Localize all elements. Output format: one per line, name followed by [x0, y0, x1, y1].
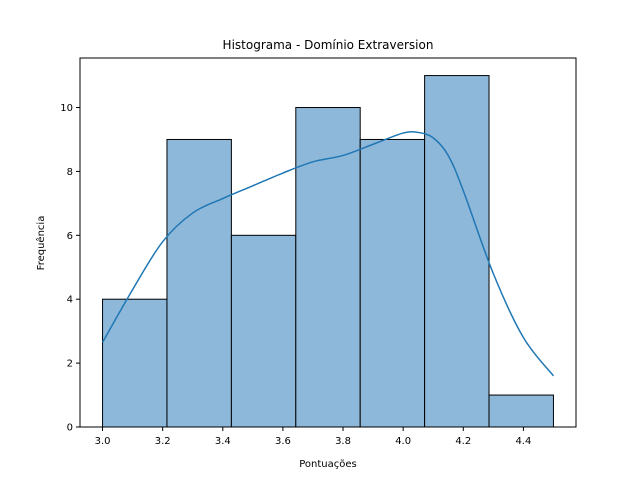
x-tick-label: 3.6: [275, 436, 291, 447]
histogram-bar-7: [488, 394, 554, 428]
kde-density-line: [101, 130, 555, 377]
x-tick-label: 3.2: [155, 436, 171, 447]
x-tick-label: 3.4: [215, 436, 231, 447]
y-tick-label: 10: [60, 103, 73, 114]
plot-frame: [79, 57, 577, 428]
histogram-bar-4: [295, 107, 361, 428]
y-tick-label: 0: [67, 423, 73, 434]
kde-group: [101, 130, 555, 377]
histogram-bar-3: [230, 234, 297, 428]
y-axis-label: Frequência: [35, 216, 47, 271]
y-tick-label: 6: [67, 231, 73, 242]
x-tick-label: 4.0: [395, 436, 411, 447]
y-tick-label: 4: [67, 295, 73, 306]
y-tick-label: 8: [67, 167, 73, 178]
x-tick-label: 4.2: [455, 436, 471, 447]
histogram-bar-5: [359, 138, 426, 428]
y-axis-ticks: 0 2 4 6 8 10: [60, 103, 80, 434]
x-tick-label: 3.0: [95, 436, 111, 447]
x-tick-label: 3.8: [335, 436, 351, 447]
y-tick-label: 2: [67, 359, 73, 370]
histogram-bar-1: [102, 298, 168, 428]
x-axis-label: Pontuações: [299, 459, 357, 470]
chart-title: Histograma - Domínio Extraversion: [223, 38, 434, 52]
histogram-bar-6: [424, 75, 490, 428]
bars-group: [102, 75, 554, 428]
x-axis-ticks: 3.0 3.2 3.4 3.6 3.8 4.0 4.2 4.4: [95, 427, 531, 447]
histogram-bar-2: [166, 138, 232, 428]
x-tick-label: 4.4: [515, 436, 531, 447]
